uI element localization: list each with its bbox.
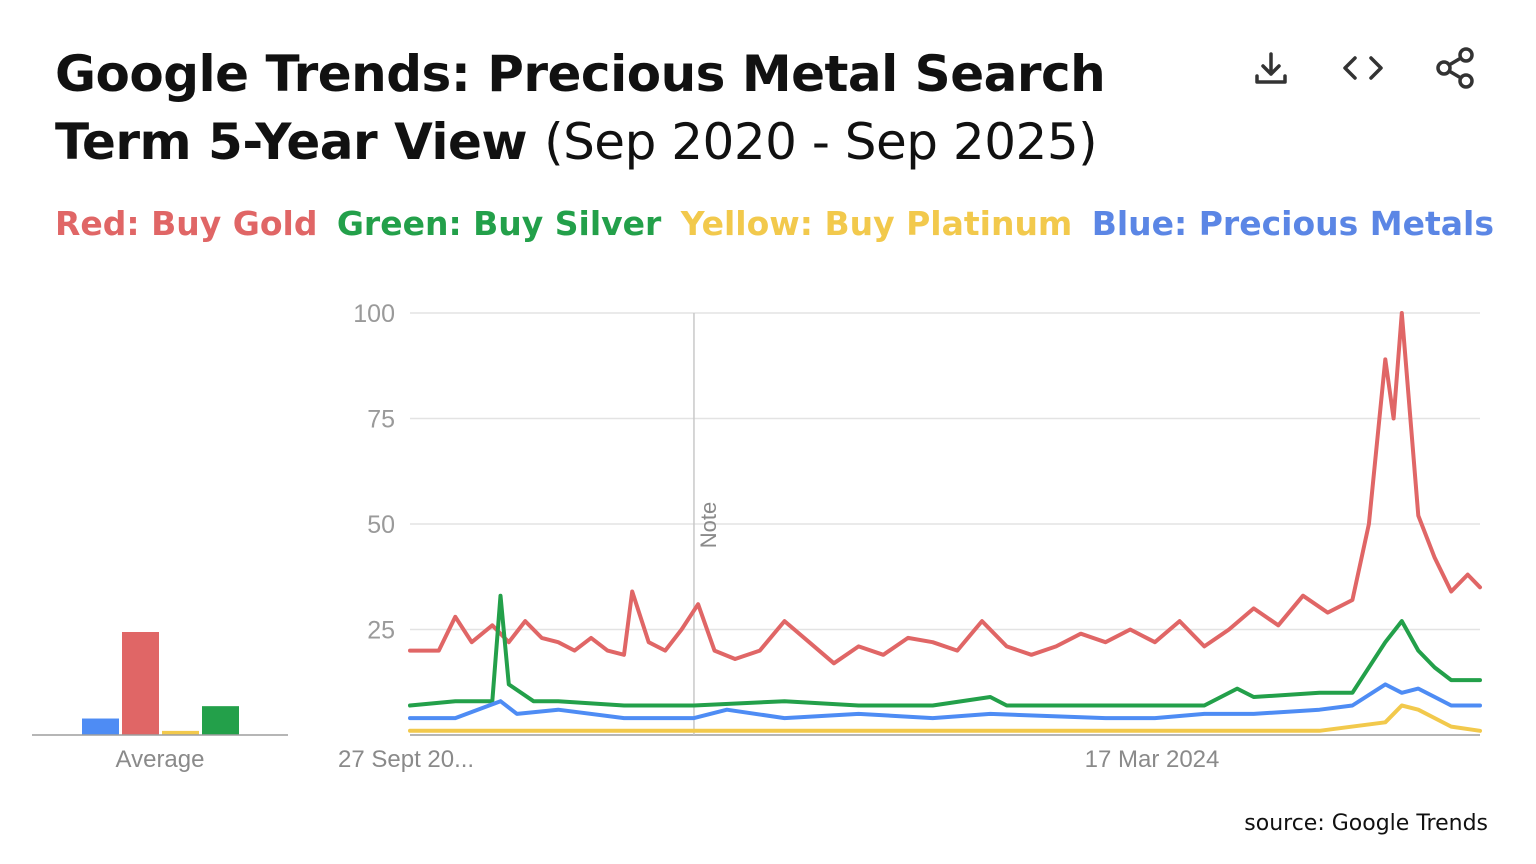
average-bar-buy-silver	[202, 706, 239, 735]
note-annotation[interactable]: Note	[696, 502, 721, 548]
x-tick-label-start: 27 Sept 20...	[338, 746, 474, 773]
series-line-precious-metals	[408, 682, 1482, 721]
series-line-buy-silver	[408, 593, 1482, 708]
source-credit: source: Google Trends	[1244, 811, 1488, 836]
legend-item-buy-silver: Green: Buy Silver	[336, 204, 662, 243]
legend-item-precious-metals: Blue: Precious Metals	[1091, 204, 1494, 243]
legend-item-buy-gold: Red: Buy Gold	[55, 204, 318, 243]
average-bar-chart: Average	[32, 632, 288, 773]
title-date-range: (Sep 2020 - Sep 2025)	[544, 113, 1098, 171]
x-tick-label-mid: 17 Mar 2024	[1085, 746, 1220, 773]
title-bold: Google Trends: Precious Metal Search Ter…	[55, 45, 1106, 171]
average-bar-buy-platinum	[162, 730, 199, 735]
y-tick-label-50: 50	[367, 511, 395, 539]
series-line-buy-gold	[408, 311, 1482, 666]
average-bar-precious-metals	[82, 718, 119, 735]
chart-title: Google Trends: Precious Metal Search Ter…	[55, 40, 1215, 176]
average-label: Average	[116, 746, 205, 773]
toolbar	[1245, 42, 1481, 94]
line-chart: 25 50 75 100 Note 27 Sept 20... 17 Mar 2024	[338, 300, 1482, 773]
download-icon[interactable]	[1245, 42, 1297, 94]
average-bar-buy-gold	[122, 632, 159, 735]
series-line-buy-platinum	[408, 703, 1482, 733]
legend: Red: Buy Gold Green: Buy Silver Yellow: …	[55, 204, 1494, 243]
y-tick-label-25: 25	[367, 617, 395, 645]
y-tick-label-100: 100	[353, 300, 395, 328]
embed-code-icon[interactable]	[1337, 42, 1389, 94]
y-tick-label-75: 75	[367, 406, 395, 434]
legend-item-buy-platinum: Yellow: Buy Platinum	[680, 204, 1073, 243]
share-icon[interactable]	[1429, 42, 1481, 94]
